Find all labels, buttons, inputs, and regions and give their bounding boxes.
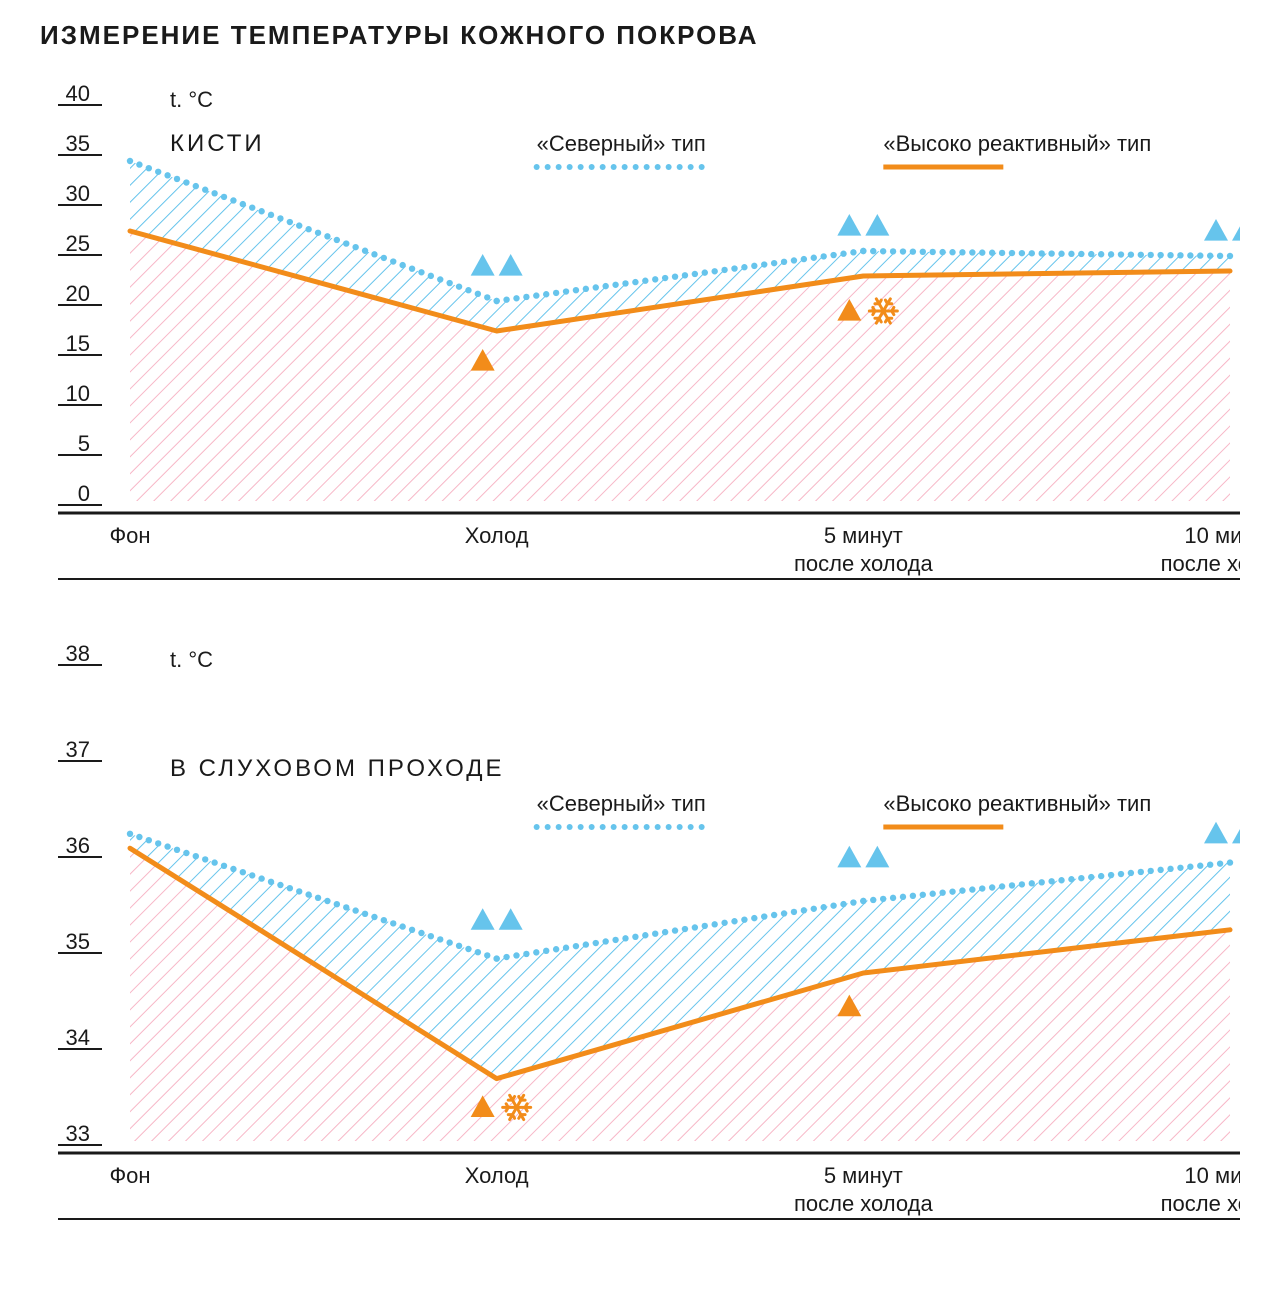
svg-text:38: 38 (66, 641, 90, 666)
svg-text:5 минут: 5 минут (824, 523, 903, 548)
svg-text:5 минут: 5 минут (824, 1163, 903, 1188)
svg-text:36: 36 (66, 833, 90, 858)
svg-text:«Высоко реактивный» тип: «Высоко реактивный» тип (883, 131, 1151, 156)
svg-text:10 минут: 10 минут (1184, 523, 1240, 548)
svg-text:35: 35 (66, 131, 90, 156)
chart2-svg: 33 34 35 36 37 38 t. °C В СЛУХОВОМ ПРОХОДЕ «Севе… (40, 641, 1240, 1231)
chart-kisti: 0 5 10 15 20 25 30 35 40 t. °C КИСТИ «Северный» тип… (40, 71, 1240, 601)
svg-text:15: 15 (66, 331, 90, 356)
svg-text:t. °C: t. °C (170, 647, 213, 672)
svg-text:37: 37 (66, 737, 90, 762)
svg-text:после холода: после холода (1161, 1191, 1240, 1216)
svg-text:10 минут: 10 минут (1184, 1163, 1240, 1188)
svg-text:В СЛУХОВОМ ПРОХОДЕ: В СЛУХОВОМ ПРОХОДЕ (170, 755, 505, 782)
svg-text:5: 5 (78, 431, 90, 456)
svg-text:«Высоко реактивный» тип: «Высоко реактивный» тип (883, 791, 1151, 816)
svg-text:25: 25 (66, 231, 90, 256)
svg-text:0: 0 (78, 481, 90, 506)
svg-text:Холод: Холод (465, 1163, 529, 1188)
svg-text:35: 35 (66, 929, 90, 954)
svg-text:после холода: после холода (794, 1191, 934, 1216)
chart-ear: 33 34 35 36 37 38 t. °C В СЛУХОВОМ ПРОХОДЕ «Севе… (40, 641, 1240, 1231)
svg-text:10: 10 (66, 381, 90, 406)
svg-text:Фон: Фон (109, 1163, 150, 1188)
svg-text:40: 40 (66, 81, 90, 106)
svg-text:34: 34 (66, 1025, 90, 1050)
svg-text:КИСТИ: КИСТИ (170, 130, 265, 157)
chart1-svg: 0 5 10 15 20 25 30 35 40 t. °C КИСТИ «Северный» тип… (40, 71, 1240, 601)
svg-text:после холода: после холода (1161, 551, 1240, 576)
svg-text:33: 33 (66, 1121, 90, 1146)
page-title: ИЗМЕРЕНИЕ ТЕМПЕРАТУРЫ КОЖНОГО ПОКРОВА (40, 20, 1240, 51)
svg-text:20: 20 (66, 281, 90, 306)
svg-text:«Северный» тип: «Северный» тип (537, 791, 706, 816)
svg-text:Фон: Фон (109, 523, 150, 548)
svg-text:после холода: после холода (794, 551, 934, 576)
svg-text:30: 30 (66, 181, 90, 206)
svg-text:«Северный» тип: «Северный» тип (537, 131, 706, 156)
svg-text:Холод: Холод (465, 523, 529, 548)
svg-text:t. °C: t. °C (170, 87, 213, 112)
